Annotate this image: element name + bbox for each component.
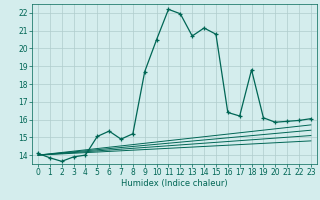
X-axis label: Humidex (Indice chaleur): Humidex (Indice chaleur): [121, 179, 228, 188]
